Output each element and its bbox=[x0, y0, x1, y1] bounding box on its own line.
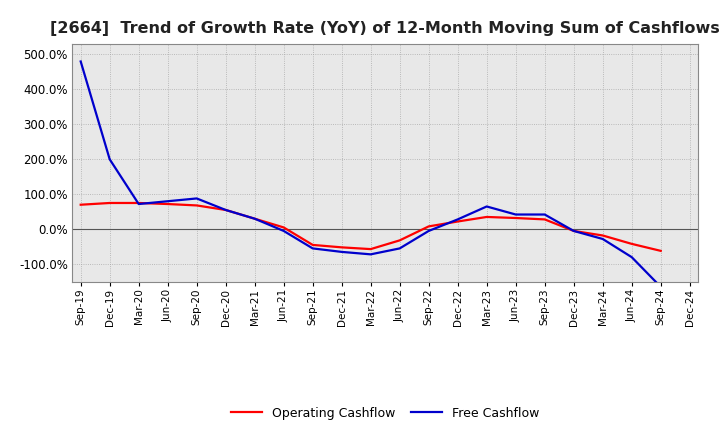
Operating Cashflow bbox=[251, 216, 259, 221]
Free Cashflow bbox=[570, 228, 578, 234]
Title: [2664]  Trend of Growth Rate (YoY) of 12-Month Moving Sum of Cashflows: [2664] Trend of Growth Rate (YoY) of 12-… bbox=[50, 21, 720, 36]
Operating Cashflow bbox=[598, 233, 607, 238]
Operating Cashflow bbox=[627, 241, 636, 246]
Operating Cashflow bbox=[482, 214, 491, 220]
Free Cashflow bbox=[424, 228, 433, 234]
Operating Cashflow bbox=[338, 245, 346, 250]
Operating Cashflow bbox=[511, 215, 520, 220]
Operating Cashflow bbox=[192, 203, 201, 208]
Free Cashflow bbox=[395, 246, 404, 251]
Free Cashflow bbox=[627, 254, 636, 260]
Free Cashflow bbox=[511, 212, 520, 217]
Operating Cashflow bbox=[76, 202, 85, 207]
Free Cashflow bbox=[454, 217, 462, 222]
Operating Cashflow bbox=[395, 238, 404, 243]
Free Cashflow bbox=[598, 236, 607, 242]
Legend: Operating Cashflow, Free Cashflow: Operating Cashflow, Free Cashflow bbox=[226, 402, 544, 425]
Free Cashflow bbox=[221, 207, 230, 213]
Free Cashflow bbox=[482, 204, 491, 209]
Operating Cashflow bbox=[163, 202, 172, 207]
Line: Operating Cashflow: Operating Cashflow bbox=[81, 203, 661, 251]
Operating Cashflow bbox=[221, 207, 230, 213]
Operating Cashflow bbox=[308, 242, 317, 248]
Free Cashflow bbox=[76, 59, 85, 64]
Operating Cashflow bbox=[541, 217, 549, 222]
Free Cashflow bbox=[541, 212, 549, 217]
Free Cashflow bbox=[163, 198, 172, 204]
Operating Cashflow bbox=[135, 200, 143, 205]
Line: Free Cashflow: Free Cashflow bbox=[81, 62, 690, 289]
Free Cashflow bbox=[105, 157, 114, 162]
Free Cashflow bbox=[366, 252, 375, 257]
Operating Cashflow bbox=[657, 248, 665, 253]
Free Cashflow bbox=[279, 228, 288, 234]
Free Cashflow bbox=[685, 286, 694, 291]
Free Cashflow bbox=[338, 249, 346, 254]
Free Cashflow bbox=[251, 216, 259, 221]
Free Cashflow bbox=[192, 196, 201, 201]
Operating Cashflow bbox=[279, 225, 288, 230]
Free Cashflow bbox=[308, 246, 317, 251]
Operating Cashflow bbox=[105, 200, 114, 205]
Free Cashflow bbox=[657, 284, 665, 290]
Operating Cashflow bbox=[570, 228, 578, 234]
Operating Cashflow bbox=[454, 219, 462, 224]
Operating Cashflow bbox=[366, 246, 375, 252]
Operating Cashflow bbox=[424, 224, 433, 229]
Free Cashflow bbox=[135, 202, 143, 207]
